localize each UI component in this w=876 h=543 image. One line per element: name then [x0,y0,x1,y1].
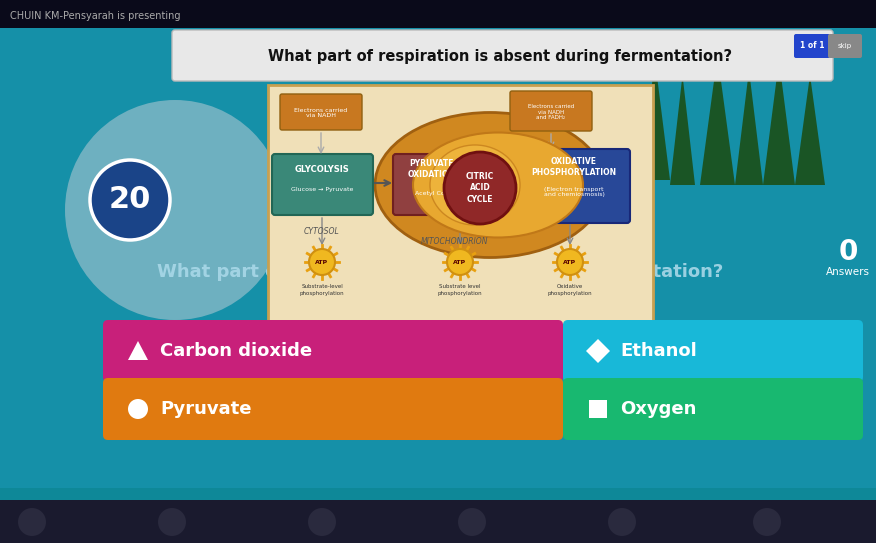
Polygon shape [640,60,670,180]
Ellipse shape [375,112,605,257]
Polygon shape [763,60,795,185]
FancyBboxPatch shape [280,94,362,130]
Text: Answers: Answers [826,267,870,277]
Text: PYRUVATE
OXIDATION: PYRUVATE OXIDATION [408,159,456,179]
Circle shape [753,508,781,536]
Circle shape [18,508,46,536]
Text: Carbon dioxide: Carbon dioxide [160,342,312,360]
Text: MITOCHONDRION: MITOCHONDRION [421,237,489,247]
Circle shape [128,399,148,419]
FancyBboxPatch shape [103,378,563,440]
Circle shape [447,249,473,275]
Circle shape [158,508,186,536]
Text: Substrate-level
phosphorylation: Substrate-level phosphorylation [300,285,344,295]
Text: What part of respiration is absent during fermentation?: What part of respiration is absent durin… [157,263,723,281]
Text: GLYCOLYSIS: GLYCOLYSIS [294,166,350,174]
FancyBboxPatch shape [0,488,876,528]
Polygon shape [128,341,148,360]
FancyBboxPatch shape [563,378,863,440]
Ellipse shape [413,132,583,237]
FancyBboxPatch shape [563,320,863,382]
Circle shape [557,249,583,275]
Text: 1/16: 1/16 [28,501,62,515]
Text: 🔒 kahoot.it  Game PIN: 6633328: 🔒 kahoot.it Game PIN: 6633328 [315,501,564,515]
Text: skip: skip [838,43,852,49]
Text: (Electron transport
and chemiosmosis): (Electron transport and chemiosmosis) [544,187,604,198]
FancyBboxPatch shape [103,320,563,382]
FancyBboxPatch shape [794,34,830,58]
Circle shape [458,508,486,536]
Text: Pyruvate: Pyruvate [160,400,251,418]
FancyBboxPatch shape [268,85,653,325]
FancyBboxPatch shape [828,34,862,58]
FancyBboxPatch shape [0,28,876,490]
FancyBboxPatch shape [0,500,876,543]
Text: ATP: ATP [454,260,467,264]
FancyBboxPatch shape [589,400,607,418]
Text: OXIDATIVE
PHOSPHORYLATION: OXIDATIVE PHOSPHORYLATION [532,157,617,176]
Text: ATP: ATP [315,260,328,264]
Text: Ethanol: Ethanol [620,342,696,360]
Polygon shape [795,75,825,185]
FancyBboxPatch shape [0,0,876,28]
Polygon shape [670,75,695,185]
Text: Glucose → Pyruvate: Glucose → Pyruvate [291,187,353,193]
Circle shape [65,100,285,320]
Text: Substrate level
phosphorylation: Substrate level phosphorylation [438,285,483,295]
Text: 20: 20 [109,186,152,214]
Text: What part of respiration is absent during fermentation?: What part of respiration is absent durin… [268,49,732,65]
Text: ATP: ATP [563,260,576,264]
Text: Oxidative
phosphorylation: Oxidative phosphorylation [548,285,592,295]
Text: CHUIN KM-Pensyarah is presenting: CHUIN KM-Pensyarah is presenting [10,11,180,21]
FancyBboxPatch shape [272,154,373,215]
Text: Electrons carried
via NADH: Electrons carried via NADH [294,108,348,118]
Text: 1 of 1: 1 of 1 [800,41,824,50]
Text: Acetyl CoA: Acetyl CoA [415,192,449,197]
FancyBboxPatch shape [510,91,592,131]
FancyBboxPatch shape [393,154,471,215]
Circle shape [309,249,335,275]
Text: Electrons carried
via NADH
and FADH₂: Electrons carried via NADH and FADH₂ [528,104,574,121]
Ellipse shape [430,145,520,225]
Polygon shape [700,55,735,185]
Polygon shape [586,339,610,363]
Polygon shape [735,70,763,185]
FancyBboxPatch shape [519,149,630,223]
Text: Oxygen: Oxygen [620,400,696,418]
Text: 0: 0 [838,238,858,266]
Circle shape [308,508,336,536]
Text: CYTOSOL: CYTOSOL [304,228,340,237]
Text: CITRIC
ACID
CYCLE: CITRIC ACID CYCLE [466,172,494,204]
FancyBboxPatch shape [172,30,833,81]
Circle shape [444,152,516,224]
Circle shape [608,508,636,536]
Circle shape [90,160,170,240]
